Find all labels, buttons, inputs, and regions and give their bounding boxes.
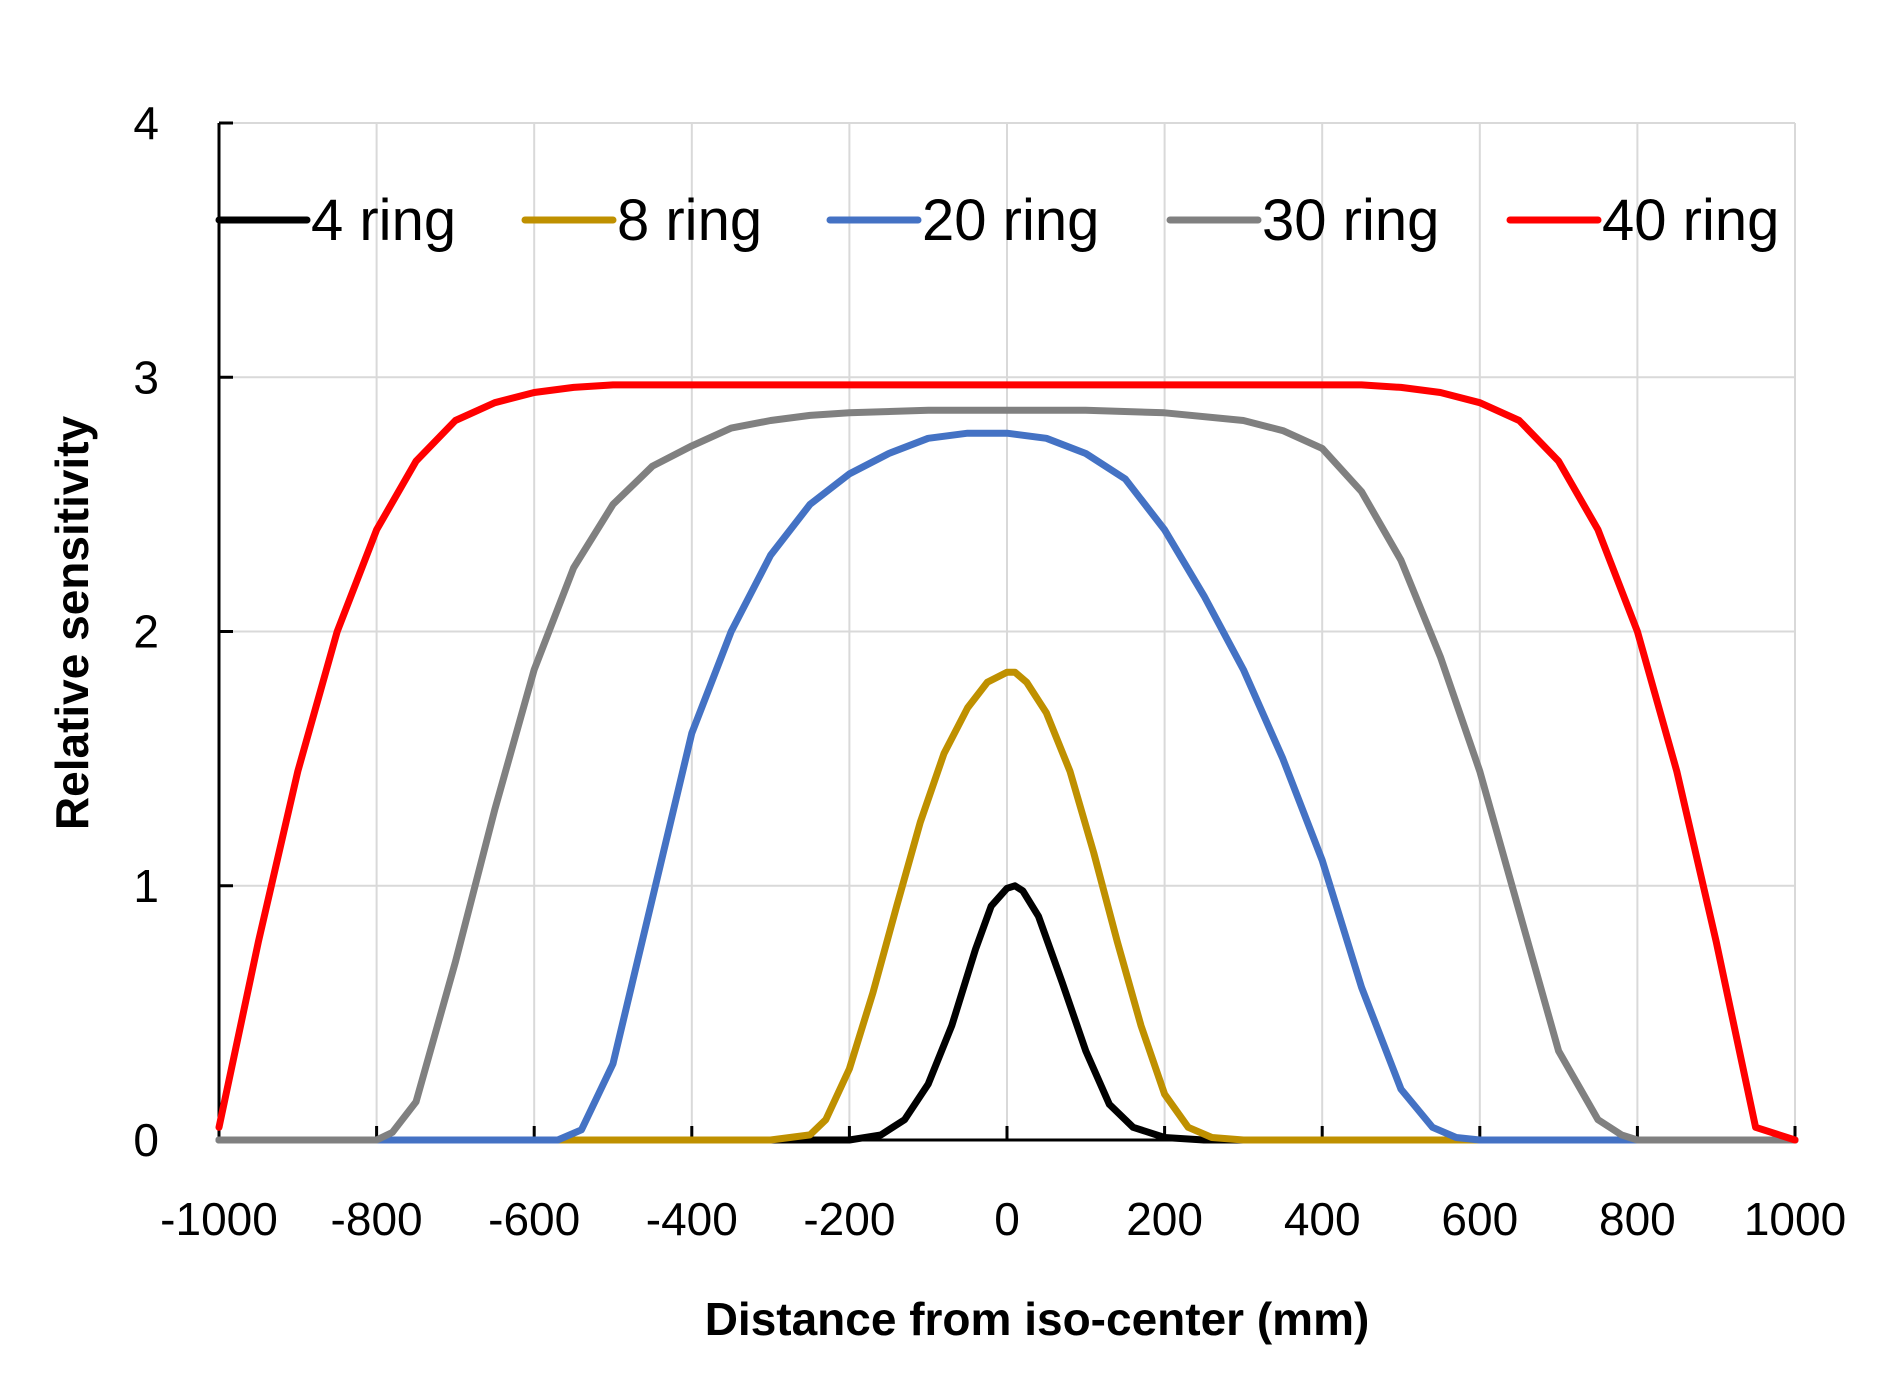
series-line-40-ring — [215, 381, 1799, 1144]
x-tick-label: -800 — [331, 1193, 423, 1245]
x-tick-label: 1000 — [1744, 1193, 1846, 1245]
y-tick-label: 1 — [133, 860, 159, 912]
x-tick-label: -400 — [646, 1193, 738, 1245]
series-line-20-ring — [215, 429, 1799, 1144]
series-line-8-ring — [215, 668, 1799, 1144]
gridlines — [219, 122, 1796, 1140]
y-tick-label: 2 — [133, 606, 159, 658]
legend-item: 20 ring — [826, 188, 1099, 253]
x-tick-label: 0 — [994, 1193, 1020, 1245]
legend-item: 40 ring — [1506, 188, 1779, 253]
y-tick-label: 3 — [133, 351, 159, 403]
axes: 0 1 2 3 4 -1000 -800 -600 -400 -200 0 200 400 600 800 1… — [133, 97, 1846, 1245]
legend-item: 4 ring — [215, 188, 456, 253]
legend-label: 40 ring — [1602, 188, 1779, 253]
x-axis-title: Distance from iso-center (mm) — [705, 1293, 1370, 1345]
legend: 4 ring 8 ring 20 ring 30 ring 40 ring — [215, 188, 1779, 253]
x-tick-label: -1000 — [160, 1193, 278, 1245]
legend-item: 8 ring — [521, 188, 762, 253]
y-axis-title: Relative sensitivity — [46, 415, 98, 830]
x-tick-label: 600 — [1441, 1193, 1518, 1245]
legend-item: 30 ring — [1166, 188, 1439, 253]
x-tick-label: 200 — [1126, 1193, 1203, 1245]
series-line-4-ring — [215, 882, 1799, 1144]
x-tick-label: 400 — [1284, 1193, 1361, 1245]
y-tick-label: 4 — [133, 97, 159, 149]
plot-series — [215, 381, 1799, 1144]
legend-label: 4 ring — [311, 188, 456, 253]
legend-label: 30 ring — [1262, 188, 1439, 253]
legend-label: 8 ring — [617, 188, 762, 253]
x-tick-label: -200 — [803, 1193, 895, 1245]
x-tick-label: 800 — [1599, 1193, 1676, 1245]
x-tick-label: -600 — [488, 1193, 580, 1245]
legend-label: 20 ring — [922, 188, 1099, 253]
y-tick-label: 0 — [133, 1114, 159, 1166]
series-line-30-ring — [215, 406, 1799, 1144]
